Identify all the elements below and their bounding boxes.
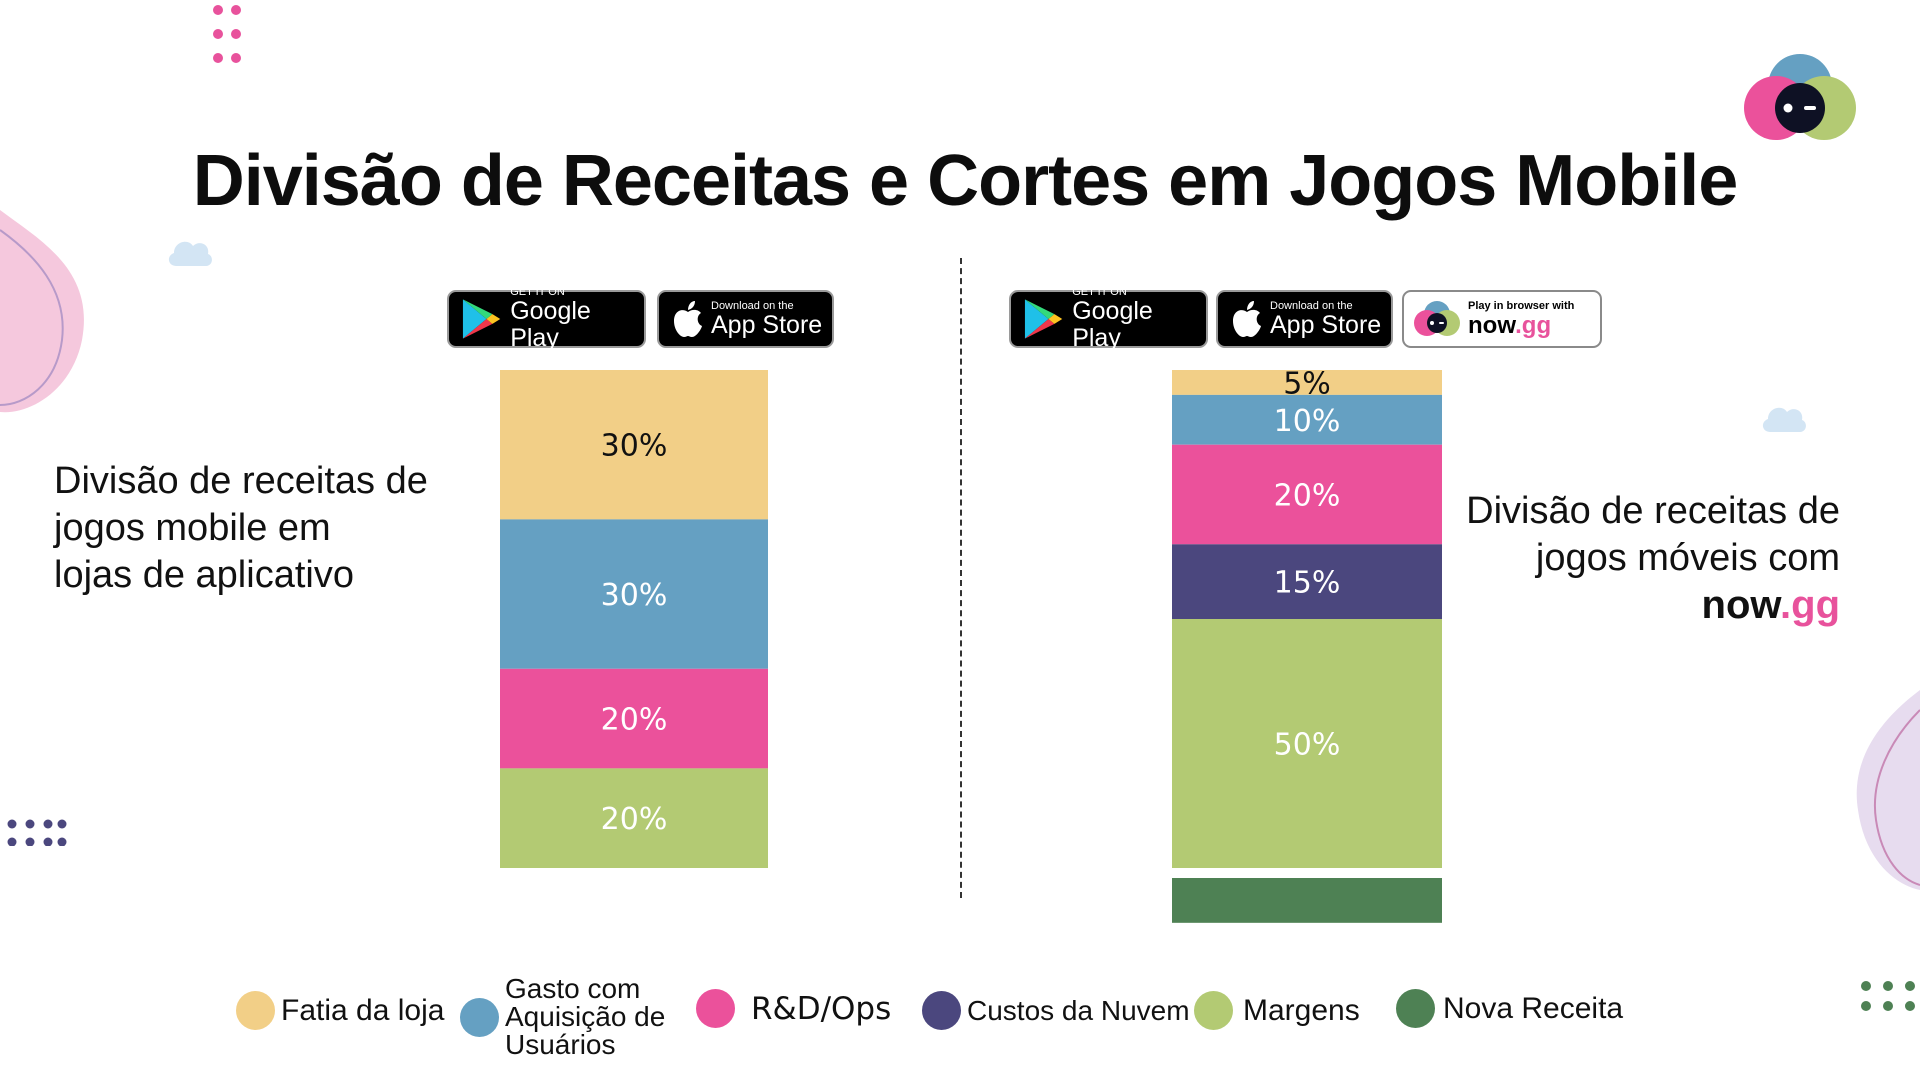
left-description-line: Divisão de receitas de [54, 460, 428, 502]
google-play-icon [462, 299, 501, 339]
decor-dots-right [1861, 981, 1915, 1011]
bar-segment-margens [1172, 619, 1442, 868]
data-label-custos-da-nuvem: 15% [1274, 566, 1341, 601]
data-label-r-d-ops: 20% [601, 703, 668, 738]
badge-big-text: App Store [711, 310, 823, 339]
badge-small-text: GET IT ON [510, 286, 565, 298]
legend-item-margins: Margens [1194, 991, 1360, 1030]
data-label-gasto-com-aquisicao-de-usuarios: 30% [601, 578, 668, 613]
bar-segment-fatia-da-loja [500, 370, 768, 520]
data-label-margens: 20% [601, 802, 668, 837]
google-play-icon [1024, 299, 1063, 339]
chart-legend: Fatia da loja Gasto com Aquisição de Usu… [236, 975, 1636, 1065]
brand-accent: .gg [1515, 311, 1552, 339]
store-revenue-chart: 30% 30% 20% 20% [500, 370, 768, 868]
badge-small-text: Download on the [711, 299, 794, 312]
nowgg-revenue-chart: 5%10%20%15%50% [1172, 370, 1442, 923]
badge-small-text: GET IT ON [1072, 286, 1127, 298]
decor-dots-left [7, 819, 67, 846]
left-description-line: lojas de aplicativo [54, 554, 354, 596]
cloud-icon [168, 241, 212, 266]
bar-segment-gasto-com-aquisicao-de-usuarios [1172, 394, 1442, 445]
legend-swatch [1396, 989, 1435, 1028]
right-description-line: jogos móveis com [1535, 537, 1840, 579]
legend-label: Custos da Nuvem [967, 994, 1190, 1026]
decor-blob-right [1856, 690, 1920, 890]
bar-segment-custos-da-nuvem [1172, 544, 1442, 619]
badge-small-text: Download on the [1270, 299, 1353, 312]
right-description-line: Divisão de receitas de [1466, 490, 1840, 532]
google-play-badge[interactable]: GET IT ON Google Play [447, 286, 646, 352]
legend-label: Fatia da loja [281, 993, 445, 1027]
bar-segment-margens [500, 768, 768, 868]
legend-swatch [696, 989, 735, 1028]
legend-swatch [1194, 991, 1233, 1030]
brand-name: now.gg [1420, 582, 1840, 629]
app-store-badge[interactable]: Download on the App Store [1216, 290, 1393, 348]
legend-item-user-acquisition: Gasto com Aquisição de Usuários [460, 975, 675, 1059]
legend-item-new-revenue: Nova Receita [1396, 989, 1623, 1028]
apple-icon [1233, 301, 1261, 337]
badge-brand-text: now.gg [1468, 312, 1574, 339]
brand-main: now [1701, 583, 1781, 627]
legend-item-store-cut: Fatia da loja [236, 991, 444, 1030]
legend-label: Nova Receita [1443, 991, 1624, 1025]
apple-icon [674, 301, 702, 337]
data-label-fatia-da-loja: 30% [601, 429, 668, 464]
nowgg-logo-icon [1744, 54, 1856, 140]
brand-main: now [1468, 311, 1516, 339]
legend-label: R&D/Ops [751, 990, 892, 1027]
page-title: Divisão de Receitas e Cortes em Jogos Mo… [192, 141, 1739, 221]
badge-big-text: App Store [1270, 310, 1382, 339]
brand-accent: .gg [1780, 583, 1840, 627]
app-store-badge[interactable]: Download on the App Store [657, 290, 834, 348]
legend-label: Margens [1243, 993, 1360, 1027]
panel-divider [960, 258, 962, 898]
right-description: Divisão de receitas de jogos móveis com … [1420, 488, 1840, 629]
legend-swatch [236, 991, 275, 1030]
badge-big-text: Google Play [510, 297, 591, 352]
nowgg-logo-icon [1414, 301, 1460, 336]
decor-dots-top [213, 5, 241, 63]
legend-item-cloud-costs: Custos da Nuvem [922, 991, 1190, 1030]
legend-swatch [460, 997, 499, 1037]
bar-segment-gasto-com-aquisicao-de-usuarios [500, 519, 768, 669]
data-label-r-d-ops: 20% [1274, 479, 1341, 514]
data-label-gasto-com-aquisicao-de-usuarios: 10% [1274, 404, 1341, 439]
nowgg-badge[interactable]: Play in browser with now.gg [1402, 290, 1602, 348]
legend-swatch [922, 991, 961, 1030]
legend-label: Gasto com Aquisição de Usuários [505, 973, 666, 1060]
bar-segment-fatia-da-loja [1172, 370, 1442, 395]
bar-segment-r-d-ops [1172, 444, 1442, 545]
left-description: Divisão de receitas de jogos mobile em l… [54, 458, 484, 599]
cloud-icon [1762, 407, 1806, 432]
decor-blob-left [0, 210, 84, 413]
bar-segment-r-d-ops [500, 668, 768, 769]
legend-item-rd-ops: R&D/Ops [696, 989, 891, 1028]
badge-small-text: Play in browser with [1468, 299, 1575, 312]
data-label-margens: 50% [1274, 728, 1341, 763]
google-play-badge[interactable]: GET IT ON Google Play [1009, 286, 1208, 352]
bar-segment-nova-receita [1172, 878, 1442, 923]
left-description-line: jogos mobile em [54, 507, 331, 549]
badge-big-text: Google Play [1072, 297, 1153, 352]
